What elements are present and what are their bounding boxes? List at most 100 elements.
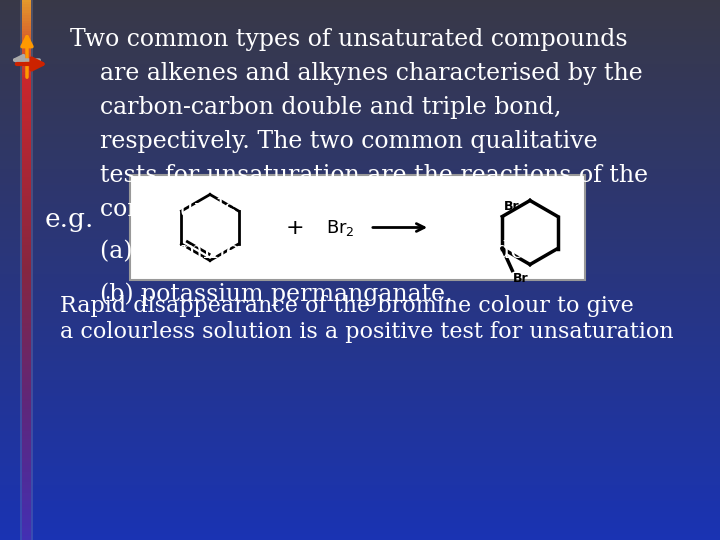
Bar: [22, 493, 31, 497]
Bar: [0, 372, 720, 375]
Bar: [0, 288, 720, 292]
Bar: [0, 291, 720, 294]
Bar: [0, 39, 720, 43]
Bar: [22, 261, 31, 265]
Bar: [22, 193, 31, 197]
Bar: [0, 161, 720, 165]
Bar: [22, 420, 31, 424]
Bar: [22, 239, 31, 243]
Text: Two common types of unsaturated compounds: Two common types of unsaturated compound…: [70, 28, 628, 51]
Bar: [22, 247, 31, 251]
Bar: [22, 458, 31, 462]
Bar: [22, 150, 31, 154]
Bar: [0, 196, 720, 200]
Bar: [22, 517, 31, 521]
Bar: [0, 347, 720, 351]
Bar: [0, 166, 720, 170]
Bar: [22, 444, 31, 448]
Bar: [22, 237, 31, 240]
Text: respectively. The two common qualitative: respectively. The two common qualitative: [70, 130, 598, 153]
Bar: [22, 188, 31, 192]
Bar: [22, 380, 31, 383]
Bar: [0, 185, 720, 189]
Bar: [22, 166, 31, 170]
Bar: [0, 504, 720, 508]
Bar: [22, 210, 31, 213]
Bar: [0, 417, 720, 421]
Bar: [22, 250, 31, 254]
Bar: [22, 112, 31, 116]
Bar: [22, 153, 31, 157]
Bar: [22, 215, 31, 219]
Bar: [0, 374, 720, 378]
Bar: [0, 380, 720, 383]
Bar: [0, 75, 720, 78]
Bar: [22, 299, 31, 302]
Bar: [0, 307, 720, 310]
Bar: [22, 434, 31, 437]
Bar: [22, 301, 31, 305]
Bar: [22, 334, 31, 338]
Bar: [22, 385, 31, 389]
Bar: [22, 442, 31, 446]
Bar: [0, 339, 720, 343]
Bar: [22, 274, 31, 278]
Bar: [22, 99, 31, 103]
Bar: [0, 172, 720, 176]
Bar: [0, 450, 720, 454]
Bar: [0, 382, 720, 386]
Text: Br: Br: [504, 200, 520, 213]
Bar: [0, 328, 720, 332]
Bar: [22, 293, 31, 297]
Bar: [22, 366, 31, 370]
Bar: [0, 474, 720, 478]
Bar: [0, 331, 720, 335]
Bar: [22, 96, 31, 100]
Bar: [22, 426, 31, 429]
Bar: [22, 21, 31, 24]
Bar: [0, 258, 720, 262]
Bar: [22, 536, 31, 540]
Bar: [0, 496, 720, 500]
Bar: [0, 490, 720, 494]
Bar: [22, 255, 31, 259]
Bar: [0, 50, 720, 54]
Bar: [22, 507, 31, 510]
Bar: [22, 93, 31, 97]
Bar: [0, 274, 720, 278]
Bar: [22, 453, 31, 456]
Bar: [22, 145, 31, 148]
Bar: [22, 50, 31, 54]
Bar: [22, 374, 31, 378]
Bar: [22, 477, 31, 481]
Bar: [0, 285, 720, 289]
Bar: [0, 234, 720, 238]
Bar: [0, 501, 720, 505]
Bar: [0, 15, 720, 19]
Bar: [22, 164, 31, 167]
Bar: [22, 53, 31, 57]
Bar: [22, 10, 31, 14]
Bar: [22, 501, 31, 505]
Bar: [22, 18, 31, 22]
Bar: [22, 196, 31, 200]
Bar: [0, 10, 720, 14]
Bar: [0, 191, 720, 194]
Bar: [0, 428, 720, 432]
Bar: [22, 48, 31, 51]
Bar: [22, 212, 31, 216]
Bar: [0, 131, 720, 135]
Bar: [22, 488, 31, 491]
Text: +: +: [286, 218, 305, 238]
Bar: [22, 336, 31, 340]
Bar: [22, 118, 31, 122]
Bar: [0, 523, 720, 526]
Bar: [0, 145, 720, 148]
Bar: [22, 29, 31, 32]
Bar: [0, 102, 720, 105]
Bar: [22, 131, 31, 135]
Bar: [0, 377, 720, 381]
Bar: [0, 188, 720, 192]
Bar: [0, 239, 720, 243]
Bar: [22, 39, 31, 43]
